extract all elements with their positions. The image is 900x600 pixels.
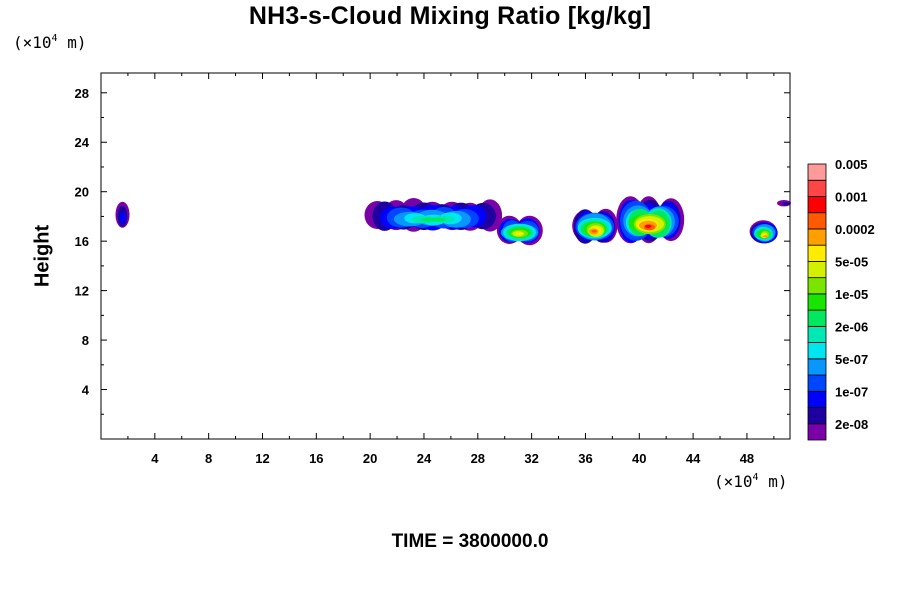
colorbar-swatch xyxy=(807,293,827,311)
cloud-c xyxy=(496,215,543,246)
x-tick-label: 36 xyxy=(578,451,592,466)
x-tick-label: 12 xyxy=(255,451,269,466)
colorbar-swatch xyxy=(807,244,827,262)
cloud-cell xyxy=(420,217,447,222)
y-tick-label: 4 xyxy=(82,383,90,398)
cloud-a xyxy=(115,201,130,228)
y-axis-unit: (×104 m) xyxy=(13,33,87,52)
y-tick-label: 12 xyxy=(75,284,89,299)
cloud-cell xyxy=(782,202,790,206)
colorbar: 2e-08 1e-07 5e-07 2e-06 1e-05 5e-05 0.0002 0.00… xyxy=(807,157,875,441)
colorbar-label: 1e-07 xyxy=(835,384,868,399)
x-tick-label: 20 xyxy=(363,451,377,466)
x-tick-label: 24 xyxy=(417,451,432,466)
colorbar-swatch xyxy=(807,228,827,246)
cloud-f xyxy=(749,220,778,244)
colorbar-label: 2e-08 xyxy=(835,417,868,432)
time-label: TIME = 3800000.0 xyxy=(391,531,549,552)
x-tick-label: 32 xyxy=(524,451,538,466)
colorbar-swatch xyxy=(807,212,827,230)
colorbar-swatch xyxy=(807,358,827,376)
colorbar-swatch xyxy=(807,261,827,279)
colorbar-swatch xyxy=(807,390,827,408)
x-tick-label: 40 xyxy=(632,451,646,466)
y-tick-label: 8 xyxy=(82,333,89,348)
colorbar-swatch xyxy=(807,423,827,441)
y-tick-label: 24 xyxy=(75,135,90,150)
x-tick-label: 48 xyxy=(740,451,754,466)
x-axis-unit: (×104 m) xyxy=(714,472,788,491)
y-tick-label: 16 xyxy=(75,234,89,249)
y-tick-label: 20 xyxy=(75,185,89,200)
cloud-cell xyxy=(644,224,652,228)
colorbar-swatch xyxy=(807,277,827,295)
colorbar-swatch xyxy=(807,196,827,214)
colorbar-swatch xyxy=(807,163,827,181)
cloud-cell xyxy=(119,212,126,224)
cloud-cell xyxy=(516,232,524,235)
chart-title: NH3-s-Cloud Mixing Ratio [kg/kg] xyxy=(248,2,652,30)
colorbar-swatch xyxy=(807,407,827,425)
cloud-field xyxy=(115,196,791,246)
x-tick-label: 16 xyxy=(309,451,323,466)
cloud-cell xyxy=(762,235,769,238)
colorbar-label: 5e-05 xyxy=(835,254,868,269)
colorbar-label: 0.0002 xyxy=(835,222,875,237)
x-tick-label: 4 xyxy=(151,451,159,466)
cloud-cell xyxy=(591,229,597,233)
cloud-d xyxy=(572,208,618,244)
colorbar-swatch xyxy=(807,179,827,197)
cloud-b xyxy=(364,198,503,232)
colorbar-label: 2e-06 xyxy=(835,319,868,334)
colorbar-swatch xyxy=(807,374,827,392)
plot-frame xyxy=(100,72,791,440)
x-tick-label: 8 xyxy=(205,451,212,466)
cloud-g xyxy=(777,200,791,207)
colorbar-swatch xyxy=(807,309,827,327)
colorbar-swatch xyxy=(807,342,827,360)
colorbar-label: 0.005 xyxy=(835,157,868,172)
colorbar-label: 0.001 xyxy=(835,189,868,204)
cloud-e xyxy=(616,196,685,244)
colorbar-label: 1e-05 xyxy=(835,287,868,302)
colorbar-label: 5e-07 xyxy=(835,352,868,367)
x-tick-label: 44 xyxy=(686,451,701,466)
colorbar-swatch xyxy=(807,325,827,343)
x-tick-label: 28 xyxy=(471,451,485,466)
y-tick-label: 28 xyxy=(75,86,89,101)
